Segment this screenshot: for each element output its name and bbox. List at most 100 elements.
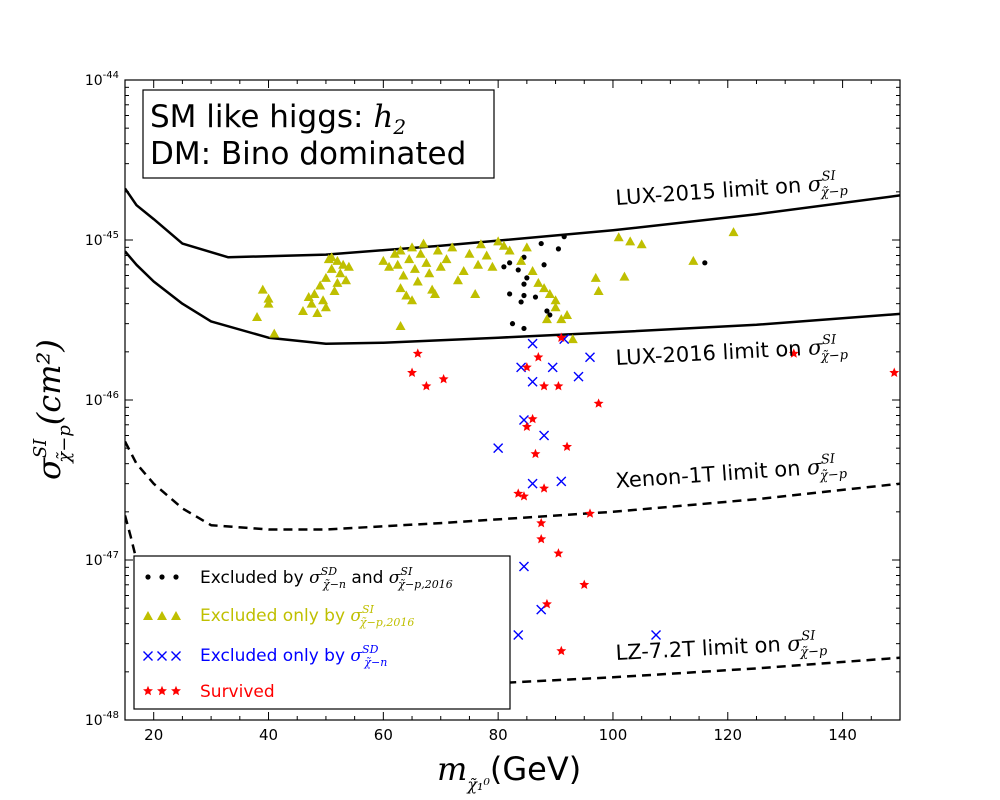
curve-label-lz72t-sup: SI: [801, 629, 817, 645]
excluded-si-point: [252, 312, 263, 322]
legend-entry-1-math1: σ: [350, 606, 362, 626]
excluded-si-point: [401, 290, 412, 300]
legend-marker-1: [171, 611, 181, 620]
y-tick-label: 10-46: [85, 390, 119, 409]
survived-point: [539, 483, 550, 493]
legend-entry-1-sup1: SI: [362, 603, 375, 616]
legend-entry-0-sub2: χ̃−p,2016: [397, 578, 452, 591]
excluded-sd-si-point: [501, 264, 507, 270]
excluded-si-point: [421, 257, 432, 267]
curve-label-lux2015-sub: χ̃−p: [819, 184, 849, 201]
y-axis-label-sup: SI: [30, 438, 51, 458]
excluded-si-point: [412, 276, 423, 286]
excluded-si-point: [441, 254, 452, 264]
excluded-sd-si-point: [544, 308, 550, 314]
tick-labels: 20 40 60 80 100 120 140 10-44 10-45 10-46 10-47 10-…: [85, 70, 857, 744]
axis-ticks: [125, 79, 901, 721]
excluded-sd-si-point: [547, 312, 553, 318]
excluded-sd-si-point: [538, 240, 544, 247]
y-axis-label-unit: (cm²): [30, 339, 68, 425]
excluded-sd-point: [585, 352, 595, 363]
survived-point: [542, 598, 552, 609]
survived-point: [553, 380, 564, 391]
x-axis-label: mχ̃₁⁰(GeV): [437, 750, 581, 794]
info-textbox-line1: SM like higgs: h2: [150, 99, 406, 139]
x-tick-label: 80: [489, 726, 508, 744]
excluded-si-point: [312, 307, 323, 317]
curve-label-lux2016-sup: SI: [822, 332, 838, 348]
excluded-sd-si-point: [521, 325, 527, 332]
excluded-si-point: [407, 242, 418, 252]
excluded-sd-si-point: [509, 321, 516, 327]
legend-entry-2-sub1: χ̃−n: [363, 656, 387, 669]
legend-marker-2: [157, 651, 167, 661]
excluded-si-point: [544, 288, 555, 298]
legend-marker-1: [157, 611, 167, 620]
x-axis-label-sub: χ̃₁⁰: [466, 775, 490, 794]
excluded-sd-point: [527, 376, 538, 387]
excluded-si-point: [409, 263, 420, 273]
excluded-si-point: [395, 283, 406, 293]
legend-entry-0-sub1: χ̃−n: [322, 578, 346, 591]
excluded-si-point: [404, 254, 415, 264]
y-tick-label: 10-48: [85, 710, 119, 729]
excluded-si-point: [498, 240, 509, 250]
survived-point: [521, 421, 532, 432]
excluded-si-point: [464, 248, 475, 258]
excluded-si-point: [593, 286, 604, 296]
excluded-sd-point: [493, 443, 504, 454]
legend-frame: [133, 555, 511, 710]
legend-marker-1: [143, 611, 153, 620]
y-tick-label: 10-45: [85, 230, 119, 249]
curve-label-lz72t-sub: χ̃−p: [799, 644, 829, 660]
excluded-si-point: [392, 259, 403, 269]
legend-marker-3: [157, 685, 167, 696]
excluded-si-point: [378, 255, 389, 265]
excluded-si-point: [257, 284, 268, 294]
legend-marker-3: [143, 685, 153, 696]
legend-entry-0-sup1: SD: [321, 565, 338, 578]
info-line1-math: h: [373, 99, 393, 135]
xenon1t-curve: [125, 440, 900, 531]
legend-entry-0-math1: σ: [309, 568, 321, 588]
legend-entry-1-sub1: χ̃−p,2016: [359, 616, 414, 629]
survived-point: [536, 517, 547, 528]
lux2015-curve: [125, 187, 900, 259]
lux2016-curve: [125, 250, 900, 345]
excluded-si-point: [493, 236, 504, 246]
survived-point: [527, 413, 538, 424]
excluded-si-point: [395, 321, 406, 331]
curve-label-lux2016-math: σ: [808, 335, 824, 360]
excluded-si-point: [263, 293, 274, 303]
survived-point: [519, 491, 529, 501]
curve-label-xenon1t-math: σ: [806, 455, 823, 480]
excluded-si-point: [435, 261, 446, 271]
excluded-sd-si-point: [507, 291, 513, 297]
excluded-si-point: [341, 275, 352, 285]
x-tick-label: 100: [599, 726, 628, 744]
excluded-sd-point: [536, 604, 547, 615]
survived-point: [407, 367, 417, 377]
survived-point: [536, 533, 547, 544]
excluded-si-point: [590, 272, 601, 282]
excluded-si-point: [521, 242, 532, 252]
info-textbox-frame: [142, 89, 495, 179]
excluded-si-point: [562, 309, 573, 319]
curve-label-lux2015-math: σ: [807, 172, 824, 197]
excluded-si-point: [389, 248, 400, 258]
excluded-sd-point: [547, 362, 558, 373]
excluded-si-point: [619, 271, 630, 281]
survived-point: [579, 579, 590, 589]
legend: Excluded by σSD χ̃−n and σSI χ̃−p,2016 Exc…: [133, 555, 511, 710]
excluded-si-point: [326, 252, 337, 262]
survived-point: [438, 373, 449, 384]
excluded-si-point: [475, 239, 486, 249]
excluded-si-point: [424, 268, 435, 278]
excluded-si-point: [550, 302, 561, 312]
excluded-si-point: [473, 259, 484, 269]
excluded-sd-point: [651, 629, 662, 640]
legend-entry-2-sup1: SD: [362, 643, 379, 656]
excluded-sd-si-point: [702, 260, 708, 266]
y-tick-label: 10-44: [85, 70, 119, 89]
